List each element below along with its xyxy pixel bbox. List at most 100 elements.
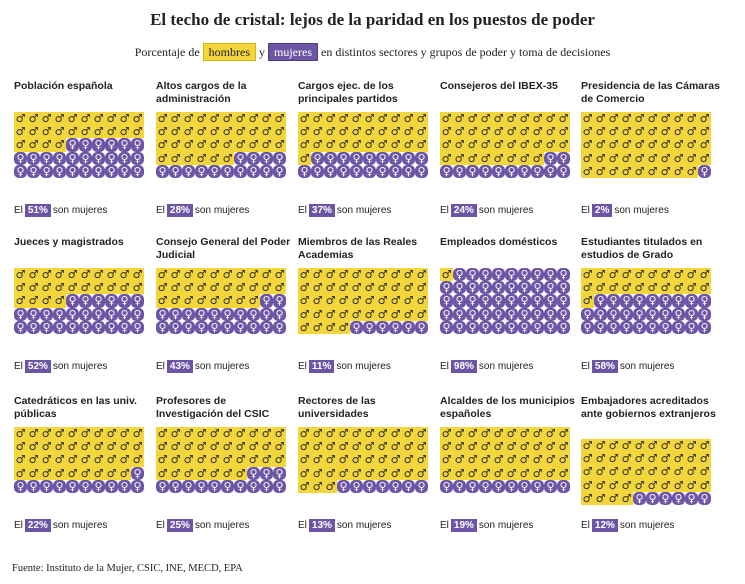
percentage-prefix: El bbox=[14, 205, 23, 216]
male-icon: ♂ bbox=[169, 294, 182, 308]
male-icon: ♂ bbox=[531, 453, 544, 467]
male-icon: ♂ bbox=[234, 268, 247, 282]
male-icon: ♂ bbox=[182, 125, 195, 139]
male-icon: ♂ bbox=[247, 125, 260, 139]
male-icon: ♂ bbox=[118, 440, 131, 454]
percentage-prefix: El bbox=[440, 520, 449, 531]
female-icon: ♀ bbox=[40, 479, 53, 493]
male-icon: ♂ bbox=[531, 427, 544, 441]
male-icon: ♂ bbox=[518, 138, 531, 152]
male-icon: ♂ bbox=[698, 452, 711, 466]
female-icon: ♀ bbox=[453, 268, 466, 282]
female-icon: ♀ bbox=[247, 320, 260, 334]
panel-title: Altos cargos de la administración bbox=[156, 80, 247, 105]
male-icon: ♂ bbox=[298, 151, 311, 165]
male-icon: ♂ bbox=[260, 453, 273, 467]
female-icon: ♀ bbox=[363, 320, 376, 334]
male-icon: ♂ bbox=[633, 164, 646, 178]
male-icon: ♂ bbox=[324, 440, 337, 454]
male-icon: ♂ bbox=[389, 307, 402, 321]
male-icon: ♂ bbox=[169, 440, 182, 454]
male-icon: ♂ bbox=[350, 427, 363, 441]
male-icon: ♂ bbox=[453, 138, 466, 152]
subtitle-suffix: en distintos sectores y grupos de poder … bbox=[321, 45, 611, 59]
panel-title: Población española bbox=[14, 80, 113, 92]
male-icon: ♂ bbox=[672, 164, 685, 178]
female-icon: ♀ bbox=[505, 268, 518, 282]
male-icon: ♂ bbox=[363, 268, 376, 282]
female-icon: ♀ bbox=[415, 151, 428, 165]
female-icon: ♀ bbox=[131, 466, 144, 480]
female-icon: ♀ bbox=[66, 479, 79, 493]
male-icon: ♂ bbox=[298, 138, 311, 152]
percentage-value: 51% bbox=[24, 204, 51, 217]
male-icon: ♂ bbox=[337, 268, 350, 282]
male-icon: ♂ bbox=[453, 151, 466, 165]
percentage-suffix: son mujeres bbox=[619, 520, 675, 531]
male-icon: ♂ bbox=[92, 125, 105, 139]
female-icon: ♀ bbox=[273, 151, 286, 165]
male-icon: ♂ bbox=[273, 138, 286, 152]
male-icon: ♂ bbox=[221, 125, 234, 139]
female-icon: ♀ bbox=[273, 466, 286, 480]
female-icon: ♀ bbox=[234, 320, 247, 334]
female-icon: ♀ bbox=[118, 307, 131, 321]
male-icon: ♂ bbox=[66, 112, 79, 126]
male-icon: ♂ bbox=[376, 281, 389, 295]
male-icon: ♂ bbox=[685, 164, 698, 178]
percentage-label: El 11% son mujeres bbox=[298, 360, 391, 373]
male-icon: ♂ bbox=[156, 453, 169, 467]
male-icon: ♂ bbox=[208, 112, 221, 126]
male-icon: ♂ bbox=[581, 125, 594, 139]
percentage-label: El 13% son mujeres bbox=[298, 519, 391, 532]
male-icon: ♂ bbox=[659, 138, 672, 152]
male-icon: ♂ bbox=[53, 125, 66, 139]
male-icon: ♂ bbox=[415, 294, 428, 308]
male-icon: ♂ bbox=[466, 440, 479, 454]
male-icon: ♂ bbox=[672, 439, 685, 453]
male-icon: ♂ bbox=[260, 440, 273, 454]
female-icon: ♀ bbox=[169, 164, 182, 178]
male-icon: ♂ bbox=[505, 138, 518, 152]
male-icon: ♂ bbox=[466, 151, 479, 165]
male-icon: ♂ bbox=[466, 138, 479, 152]
male-icon: ♂ bbox=[415, 268, 428, 282]
female-icon: ♀ bbox=[685, 320, 698, 334]
percentage-prefix: El bbox=[156, 520, 165, 531]
female-icon: ♀ bbox=[492, 307, 505, 321]
female-icon: ♀ bbox=[492, 268, 505, 282]
female-icon: ♀ bbox=[633, 294, 646, 308]
percentage-label: El 43% son mujeres bbox=[156, 360, 249, 373]
female-icon: ♀ bbox=[298, 164, 311, 178]
male-icon: ♂ bbox=[273, 268, 286, 282]
male-icon: ♂ bbox=[646, 125, 659, 139]
percentage-suffix: son mujeres bbox=[52, 520, 108, 531]
male-icon: ♂ bbox=[311, 138, 324, 152]
female-icon: ♀ bbox=[505, 281, 518, 295]
female-icon: ♀ bbox=[505, 479, 518, 493]
female-icon: ♀ bbox=[92, 151, 105, 165]
male-icon: ♂ bbox=[440, 466, 453, 480]
female-icon: ♀ bbox=[79, 151, 92, 165]
male-icon: ♂ bbox=[607, 452, 620, 466]
percentage-label: El 28% son mujeres bbox=[156, 204, 249, 217]
male-icon: ♂ bbox=[672, 268, 685, 282]
male-icon: ♂ bbox=[402, 268, 415, 282]
male-icon: ♂ bbox=[105, 453, 118, 467]
female-icon: ♀ bbox=[646, 320, 659, 334]
male-icon: ♂ bbox=[607, 439, 620, 453]
male-icon: ♂ bbox=[389, 427, 402, 441]
female-icon: ♀ bbox=[544, 294, 557, 308]
female-icon: ♀ bbox=[544, 479, 557, 493]
female-icon: ♀ bbox=[131, 138, 144, 152]
male-icon: ♂ bbox=[79, 427, 92, 441]
male-icon: ♂ bbox=[131, 440, 144, 454]
female-icon: ♀ bbox=[698, 307, 711, 321]
female-icon: ♀ bbox=[53, 479, 66, 493]
panel-title: Alcaldes de los municipios españoles bbox=[440, 395, 575, 420]
male-icon: ♂ bbox=[685, 478, 698, 492]
female-icon: ♀ bbox=[440, 281, 453, 295]
male-icon: ♂ bbox=[479, 453, 492, 467]
male-icon: ♂ bbox=[594, 138, 607, 152]
percentage-label: El 58% son mujeres bbox=[581, 360, 674, 373]
